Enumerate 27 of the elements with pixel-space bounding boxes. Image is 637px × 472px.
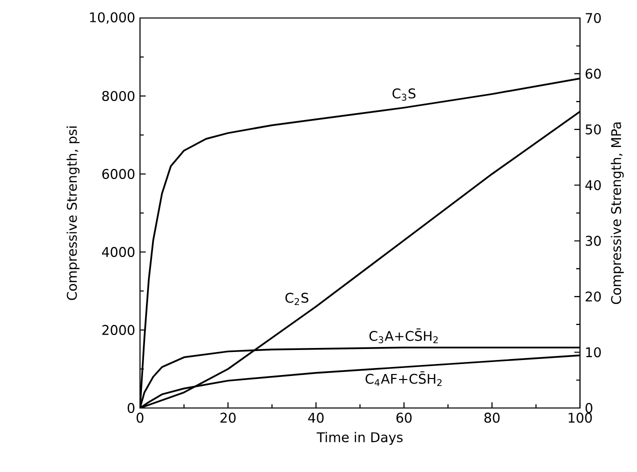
y2-tick-label: 50 [586,124,601,134]
x-tick-label: 60 [396,412,412,423]
x-tick-label: 40 [308,412,324,423]
x-tick-label: 100 [568,412,592,423]
x-axis-title: Time in Days [316,432,403,445]
y2-tick-label: 10 [586,347,601,358]
y-tick-label: 10,000 [90,12,134,24]
y-tick-label: 8000 [102,90,134,102]
y-tick-label: 2000 [102,324,134,336]
y2-tick-label: 60 [586,68,601,79]
y2-axis-title: Compressive Strength, MPa [610,122,624,304]
y-tick-label: 6000 [102,168,134,180]
series-label: C$_{3}$S [392,88,416,101]
series-label: C$_{4}$AF+CS̄H$_{2}$ [366,371,442,386]
series-label: C$_{3}$A+CS̄H$_{2}$ [369,328,438,344]
x-tick-label: 20 [220,412,236,423]
series-label: C$_{2}$S [285,292,308,305]
y-tick-label: 0 [128,402,134,414]
y2-tick-label: 20 [586,292,601,302]
y2-tick-label: 30 [586,236,601,246]
x-tick-label: 80 [484,412,500,423]
y-tick-label: 4000 [102,246,134,258]
y2-tick-label: 40 [585,180,601,190]
y2-tick-label: 70 [586,12,601,24]
y-axis-title: Compressive Strength, psi [66,126,80,300]
x-tick-label: 0 [136,412,144,423]
y2-tick-label: 0 [586,402,592,414]
